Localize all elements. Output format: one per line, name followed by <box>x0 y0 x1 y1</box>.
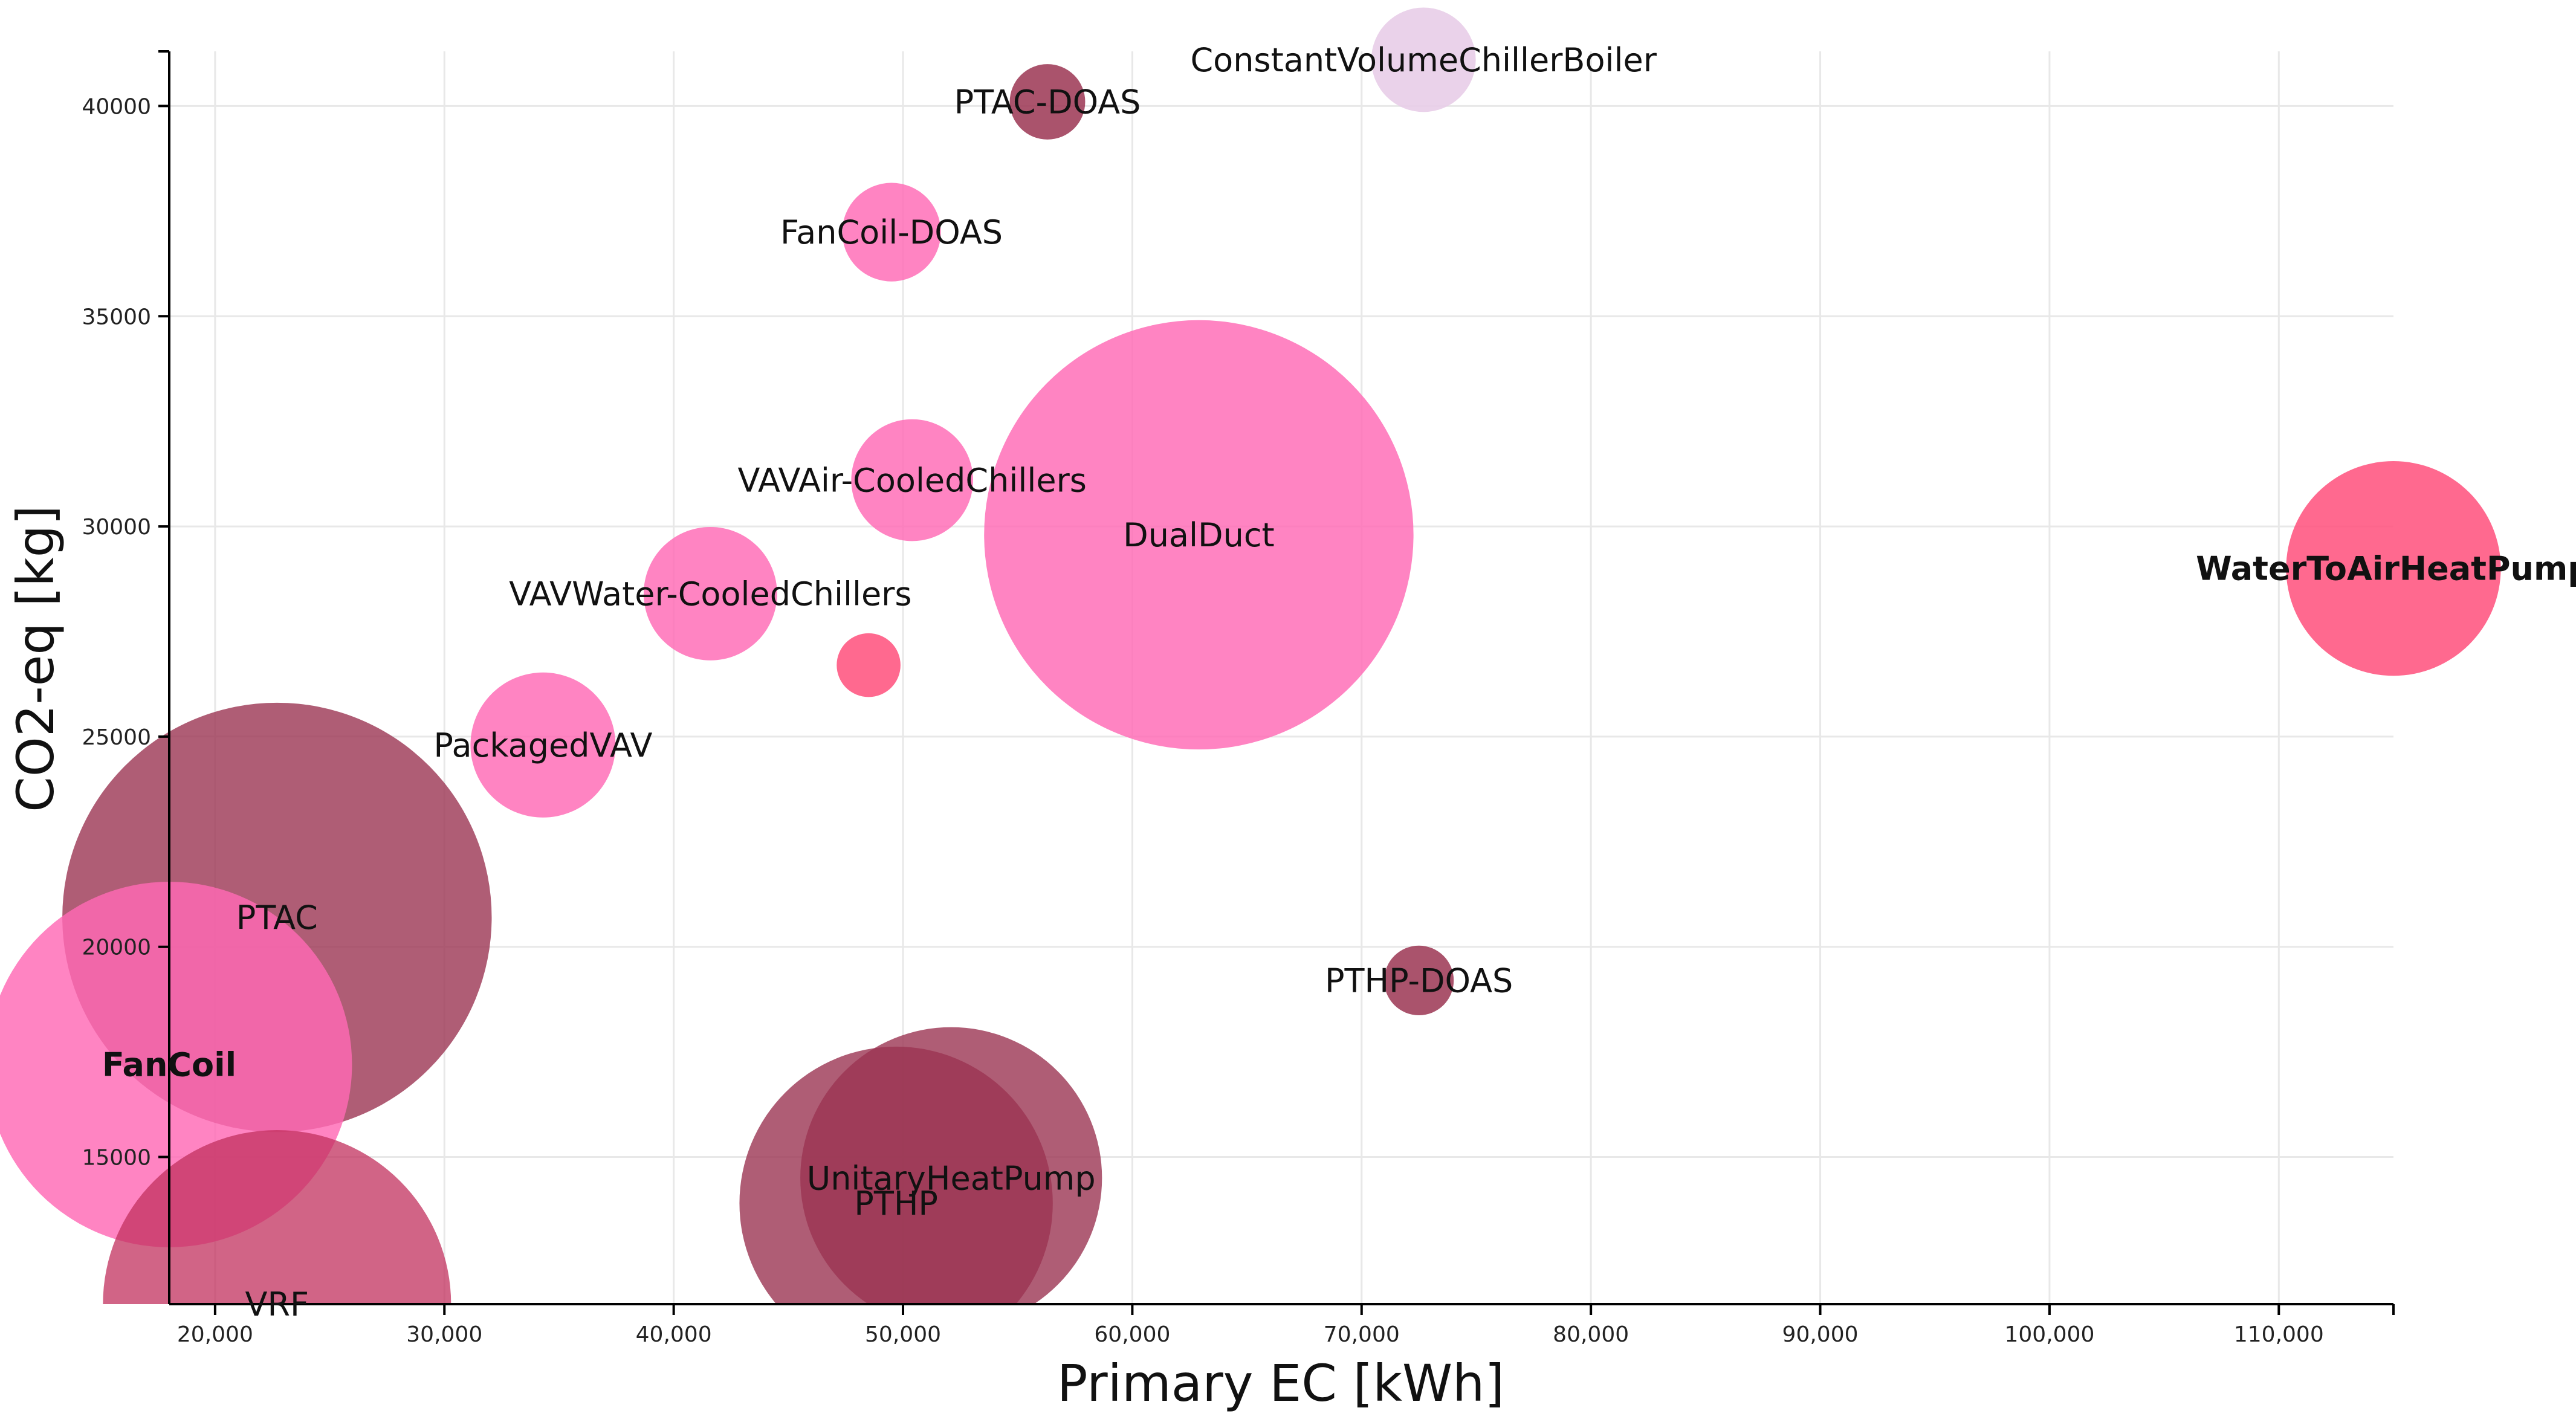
axes <box>168 51 2393 1305</box>
bubble-label-ptac-doas: PTAC-DOAS <box>954 83 1141 121</box>
y-tick-label: 15000 <box>82 1146 151 1171</box>
y-axis-title: CO2-eq [kg] <box>6 505 65 812</box>
bubble-label-dualduct: DualDuct <box>1123 516 1275 554</box>
y-tick-label: 30000 <box>82 515 151 540</box>
x-tick-label: 50,000 <box>865 1322 941 1347</box>
x-tick-label: 30,000 <box>406 1322 482 1347</box>
y-tick-label: 40000 <box>82 94 151 119</box>
bubble-label-pthp: PTHP <box>854 1184 938 1223</box>
bubble-label-fancoil: FanCoil <box>102 1045 236 1084</box>
bubble-packagedvav <box>470 672 616 818</box>
bubble-dualduct <box>984 320 1414 750</box>
bubble-label-packagedvav: PackagedVAV <box>433 726 652 764</box>
bubble-ptac-doas <box>1009 64 1086 140</box>
bubble-label-vavair-cooledchillers: VAVAir-CooledChillers <box>737 462 1086 500</box>
y-tick-label: 35000 <box>82 305 151 329</box>
bubble-fancoil-doas <box>842 183 941 282</box>
bubble-constantvolumechillerboiler <box>1371 7 1476 112</box>
x-tick-label: 80,000 <box>1553 1322 1629 1347</box>
bubble-label-vrf: VRF <box>245 1285 309 1323</box>
bubble-watertoairheatpump <box>2286 461 2501 676</box>
bubble-label-pthp-doas: PTHP-DOAS <box>1325 961 1513 1000</box>
bubble-pthp-doas <box>1384 945 1454 1015</box>
bubble-vavair-cooledchillers <box>851 419 973 541</box>
bubble-label-watertoairheatpump: WaterToAirHeatPump <box>2196 550 2576 588</box>
bubble-label-unitaryheatpump: UnitaryHeatPump <box>807 1159 1096 1197</box>
y-tick-label: 25000 <box>82 725 151 750</box>
bubble-label-constantvolumechillerboiler: ConstantVolumeChillerBoiler <box>1190 41 1657 79</box>
bubble-vavwater-cooledchillers <box>643 526 777 661</box>
bubble-label-vavwater-cooledchillers: VAVWater-CooledChillers <box>509 575 911 613</box>
x-tick-label: 20,000 <box>177 1322 253 1347</box>
x-tick-label: 40,000 <box>636 1322 712 1347</box>
x-tick-label: 90,000 <box>1782 1322 1859 1347</box>
x-tick-label: 70,000 <box>1324 1322 1400 1347</box>
bubble-label-ptac: PTAC <box>236 899 318 937</box>
bubble-label-fancoil-doas: FanCoil-DOAS <box>780 213 1003 251</box>
bubbles <box>0 7 2501 1304</box>
x-tick-label: 60,000 <box>1094 1322 1170 1347</box>
bubble-vrf <box>103 1130 451 1304</box>
x-tick-label: 110,000 <box>2234 1322 2324 1347</box>
x-tick-label: 100,000 <box>2004 1322 2094 1347</box>
y-tick-label: 20000 <box>82 935 151 960</box>
bubble-labels: ConstantVolumeChillerBoiler PTAC-DOAS FanC… <box>102 41 2576 1323</box>
tick-labels: 20,000 30,000 40,000 50,000 60,000 70,000 80,0… <box>82 50 2395 1347</box>
bubble-unitaryheatpump <box>800 1027 1102 1304</box>
bubble-unlabeled <box>837 633 901 697</box>
x-axis-title: Primary EC [kWh] <box>1057 1354 1504 1413</box>
